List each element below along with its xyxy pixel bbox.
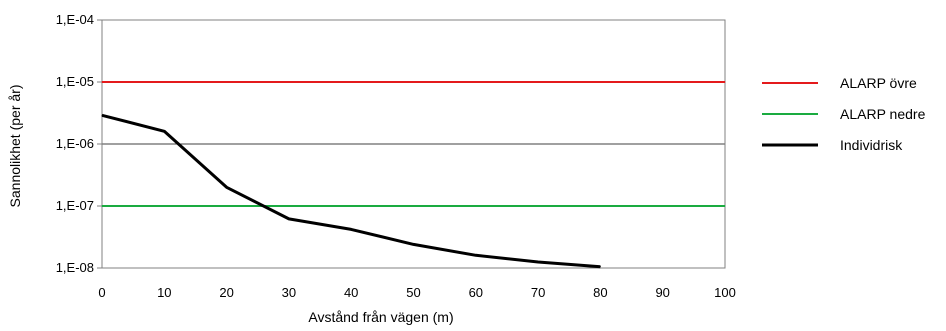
data-point [101,114,103,116]
x-tick-label: 30 [282,285,296,300]
x-tick-label: 60 [469,285,483,300]
grid-layer [97,19,725,269]
data-point [599,266,601,268]
x-tick-label: 70 [531,285,545,300]
data-point [724,81,726,83]
x-axis-title: Avstånd från vägen (m) [308,309,453,325]
legend-label: Individrisk [840,137,903,153]
y-tick-label: 1,E-04 [56,12,94,27]
x-tick-label: 100 [714,285,736,300]
data-point [475,254,477,256]
y-tick-label: 1,E-08 [56,260,94,275]
x-tick-label: 0 [98,285,105,300]
series-line-3 [101,113,601,269]
plot-area-border [101,19,726,269]
x-tick-label: 20 [219,285,233,300]
x-tick-label: 90 [655,285,669,300]
data-point [537,261,539,263]
y-tick-labels: 1,E-04 1,E-05 1,E-06 1,E-07 1,E-08 [56,12,94,275]
x-tick-label: 80 [593,285,607,300]
data-point [226,186,228,188]
x-tick-label: 40 [344,285,358,300]
legend-label: ALARP övre [840,75,917,91]
data-point [724,205,726,207]
data-point [413,243,414,245]
data-point [101,205,103,207]
y-tick-label: 1,E-07 [56,198,94,213]
legend: ALARP övre ALARP nedre Individrisk [762,75,926,153]
legend-label: ALARP nedre [840,106,926,122]
y-tick-label: 1,E-06 [56,136,94,151]
data-point [350,228,352,230]
x-tick-label: 10 [157,285,171,300]
data-point [163,130,165,132]
data-point [288,218,290,220]
x-tick-labels: 0 10 20 30 40 50 60 70 80 90 100 [98,285,735,300]
x-tick-label: 50 [406,285,420,300]
y-tick-label: 1,E-05 [56,74,94,89]
y-axis-title: Sannolikhet (per år) [7,85,23,208]
series-layer [101,81,726,269]
data-point [101,81,103,83]
